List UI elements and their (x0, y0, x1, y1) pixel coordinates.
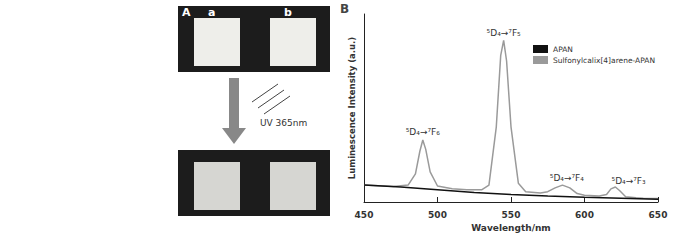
html-text:b: b (284, 6, 292, 19)
svg-text:550: 550 (502, 210, 521, 220)
svg-text:650: 650 (649, 210, 668, 220)
svg-text:500: 500 (428, 210, 447, 220)
svg-text:⁵D₄→⁷F₅: ⁵D₄→⁷F₅ (487, 28, 521, 38)
svg-text:Wavelength/nm: Wavelength/nm (471, 223, 550, 233)
html-text:B: B (340, 2, 350, 16)
html-text:UV 365nm: UV 365nm (260, 118, 308, 128)
svg-text:Luminescence Intensity (a.u.): Luminescence Intensity (a.u.) (347, 37, 357, 179)
svg-text:⁵D₄→⁷F₄: ⁵D₄→⁷F₄ (550, 173, 584, 183)
html-text:a: a (208, 6, 216, 19)
svg-text:Sulfonylcalix[4]arene-APAN: Sulfonylcalix[4]arene-APAN (553, 56, 655, 65)
svg-text:600: 600 (575, 210, 594, 220)
svg-text:⁵D₄→⁷F₆: ⁵D₄→⁷F₆ (406, 127, 440, 137)
svg-text:⁵D₄→⁷F₃: ⁵D₄→⁷F₃ (612, 176, 646, 186)
svg-text:450: 450 (355, 210, 374, 220)
svg-text:APAN: APAN (553, 45, 573, 54)
html-text:A: A (182, 6, 191, 19)
